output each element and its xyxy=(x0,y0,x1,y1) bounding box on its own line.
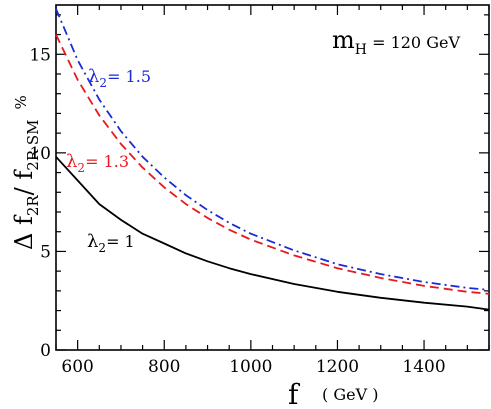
series-line-0 xyxy=(55,156,490,311)
x-tick-label: 1000 xyxy=(229,357,272,377)
y-axis-unit: % xyxy=(12,95,30,109)
y-axis-title-main: Δ f xyxy=(10,214,38,250)
mass-annotation-sub: H xyxy=(355,42,367,58)
series-label-rest: = 1.5 xyxy=(107,67,151,86)
x-tick-label: 600 xyxy=(61,357,93,377)
y-tick-label: 0 xyxy=(40,341,51,361)
y-tick-label: 10 xyxy=(29,144,51,164)
mass-annotation-value: = 120 GeV xyxy=(367,33,460,52)
y-axis-title-sub1: 2R xyxy=(24,195,42,217)
x-tick-label: 1200 xyxy=(316,357,359,377)
mass-annotation-main: m xyxy=(332,26,355,54)
plot-frame xyxy=(55,4,490,351)
x-axis-title: f xyxy=(288,378,301,409)
y-tick-label: 5 xyxy=(40,242,51,262)
series-label-main: λ xyxy=(66,151,77,172)
mass-annotation: mH = 120 GeV xyxy=(332,26,460,58)
y-axis-title-sub2: 2R SM xyxy=(24,119,42,170)
y-axis-title-slash: / f xyxy=(10,169,38,196)
series-label-1.5: λ2= 1.5 xyxy=(88,66,151,90)
series-label-1.3: λ2= 1.3 xyxy=(66,151,129,175)
series-label-sub: 2 xyxy=(99,76,107,90)
series-label-rest: = 1 xyxy=(106,232,135,251)
series-label-main: λ xyxy=(88,66,99,87)
y-tick-label: 15 xyxy=(29,45,51,65)
series-label-main: λ xyxy=(87,231,98,252)
series-line-2 xyxy=(55,8,490,291)
series-label-rest: = 1.3 xyxy=(85,152,129,171)
series-label-sub: 2 xyxy=(77,161,85,175)
axis-tick-labels: 600 800 1000 1200 1400 0 5 10 15 xyxy=(29,45,445,377)
x-tick-label: 800 xyxy=(148,357,180,377)
series-label-1: λ2= 1 xyxy=(87,231,135,255)
series-label-sub: 2 xyxy=(98,241,106,255)
series-layer xyxy=(55,8,490,311)
axis-ticks xyxy=(55,5,490,351)
x-tick-label: 1400 xyxy=(402,357,445,377)
svg-text:Δ f2R/ f2R SM%: Δ f2R/ f2R SM% xyxy=(10,95,42,250)
y-axis-title: Δ f2R/ f2R SM% xyxy=(10,95,42,250)
series-line-1 xyxy=(55,34,490,295)
x-axis-unit: ( GeV ) xyxy=(322,385,378,404)
